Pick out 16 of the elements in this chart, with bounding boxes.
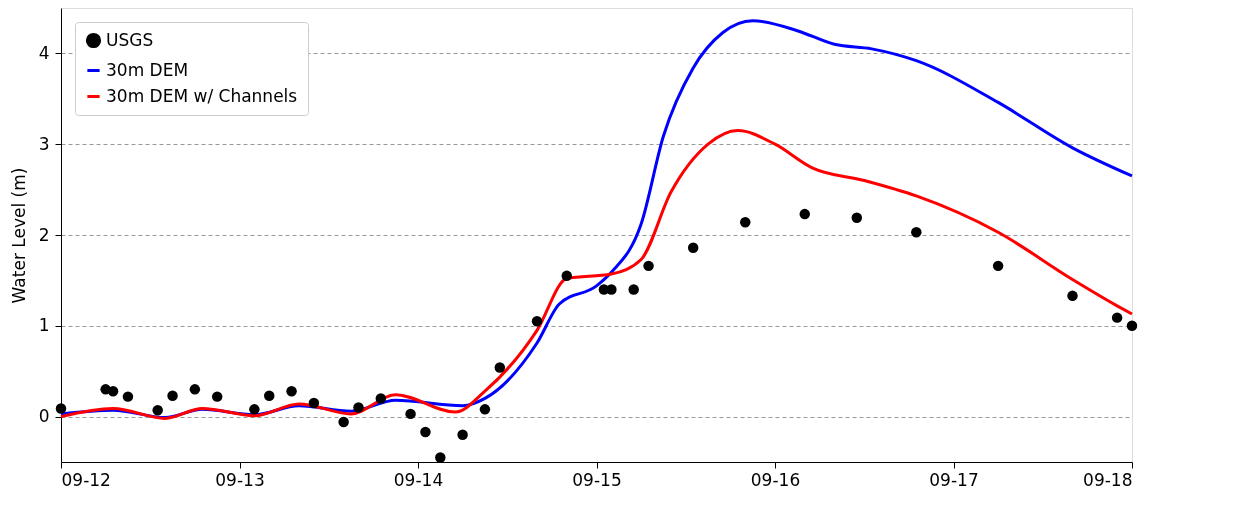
x-tick-label: 09-14 [393,469,444,490]
y-axis-title: Water Level (m) [8,167,29,304]
legend-label: USGS [106,29,154,50]
legend-label: 30m DEM [106,59,189,80]
y-tick-label: 4 [38,42,50,63]
x-tick-label: 09-13 [215,469,265,490]
y-tick-label: 3 [38,133,50,154]
x-tick-label: 09-15 [572,469,622,490]
x-tick-label: 09-12 [61,469,111,490]
y-tick-label: 1 [38,315,50,336]
x-tick-label: 09-16 [750,469,801,490]
x-tick-label: 09-18 [1083,469,1133,490]
x-tick-label: 09-17 [929,469,979,490]
y-tick-label: 0 [38,406,50,427]
y-tick-label: 2 [38,224,50,245]
legend-label: 30m DEM w/ Channels [106,85,298,106]
